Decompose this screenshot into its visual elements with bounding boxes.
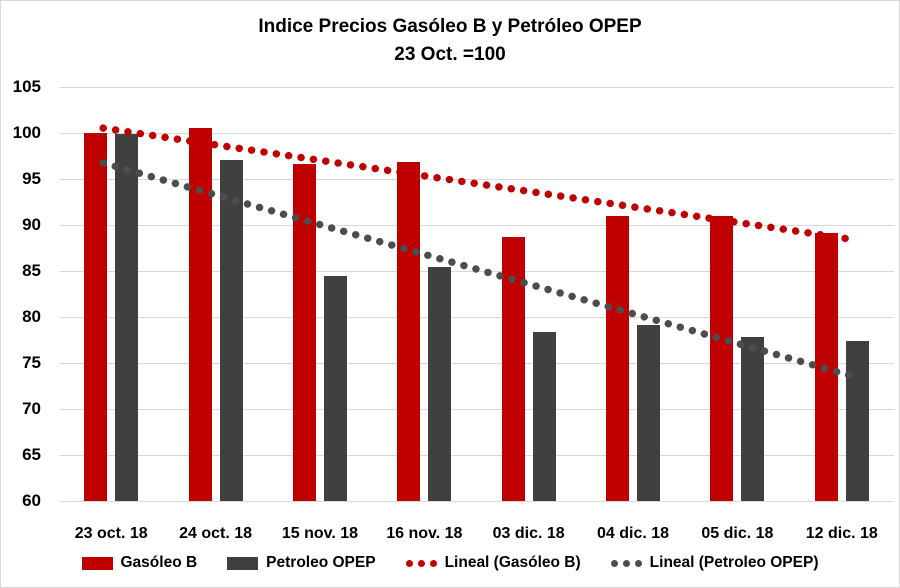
legend-dots-swatch-icon xyxy=(610,559,642,567)
legend-label: Gasóleo B xyxy=(120,554,198,571)
legend-label: Lineal (Petroleo OPEP) xyxy=(649,554,819,571)
y-tick-label: 105 xyxy=(12,77,41,96)
trendline-lineal-gasoleo-b xyxy=(99,124,854,243)
y-tick-label: 80 xyxy=(22,307,41,326)
chart-title: Indice Precios Gasóleo B y Petróleo OPEP xyxy=(258,16,642,37)
bar-petroleo-opep-12-dic-18 xyxy=(845,340,869,501)
x-tick-label: 15 nov. 18 xyxy=(281,525,359,542)
x-tick-label: 03 dic. 18 xyxy=(492,525,565,542)
legend-item-gasoleo-b: Gasóleo B xyxy=(81,552,198,574)
bar-petroleo-opep-04-dic-18 xyxy=(637,325,661,501)
x-tick-label: 04 dic. 18 xyxy=(597,525,670,542)
bar-petroleo-opep-16-nov-18 xyxy=(428,267,452,501)
y-tick-label: 70 xyxy=(22,399,41,418)
y-axis: 105 100 95 90 85 80 75 70 65 60 xyxy=(1,77,49,510)
gridline xyxy=(59,455,894,456)
bar-gasoleo-b-23-oct-18 xyxy=(84,133,108,501)
y-tick-label: 60 xyxy=(22,491,41,510)
bar-petroleo-opep-15-nov-18 xyxy=(323,275,347,501)
bar-gasoleo-b-04-dic-18 xyxy=(606,215,630,501)
legend-label: Lineal (Gasóleo B) xyxy=(444,554,581,571)
gridline xyxy=(59,133,894,134)
legend-label: Petroleo OPEP xyxy=(266,554,376,571)
legend-dots-swatch-icon xyxy=(405,559,437,567)
legend-item-lineal-gasoleo-b: Lineal (Gasóleo B) xyxy=(405,552,581,574)
legend-item-lineal-petroleo-opep: Lineal (Petroleo OPEP) xyxy=(610,552,819,574)
bar-gasoleo-b-03-dic-18 xyxy=(501,236,525,501)
legend-item-petroleo-opep: Petroleo OPEP xyxy=(227,552,376,574)
y-tick-label: 100 xyxy=(12,123,41,142)
plot-area xyxy=(59,87,894,502)
x-axis: 23 oct. 18 24 oct. 18 15 nov. 18 16 nov. 18… xyxy=(59,521,894,547)
x-tick-label: 24 oct. 18 xyxy=(179,525,253,542)
x-tick-label: 16 nov. 18 xyxy=(386,525,463,542)
y-tick-label: 95 xyxy=(22,169,41,188)
y-tick-label: 90 xyxy=(22,215,41,234)
bar-gasoleo-b-05-dic-18 xyxy=(710,215,734,501)
legend-bar-swatch-icon xyxy=(81,556,113,570)
gridline xyxy=(59,501,894,502)
y-tick-label: 75 xyxy=(22,353,41,372)
gridline xyxy=(59,87,894,88)
legend-bar-swatch-icon xyxy=(227,556,259,570)
x-tick-label: 23 oct. 18 xyxy=(74,525,148,542)
bar-petroleo-opep-23-oct-18 xyxy=(115,133,139,501)
trendline-lineal-petroleo-opep xyxy=(99,159,854,380)
x-tick-label: 05 dic. 18 xyxy=(701,525,774,542)
gridline xyxy=(59,363,894,364)
legend: Gasóleo B Petroleo OPEP Lineal (Gasóleo B)… xyxy=(1,552,899,574)
y-tick-label: 85 xyxy=(22,261,41,280)
bar-petroleo-opep-24-oct-18 xyxy=(219,159,243,501)
y-tick-label: 65 xyxy=(22,445,41,464)
gridline xyxy=(59,179,894,180)
bar-gasoleo-b-15-nov-18 xyxy=(292,164,316,501)
bar-gasoleo-b-24-oct-18 xyxy=(188,128,212,501)
bar-petroleo-opep-05-dic-18 xyxy=(741,337,765,501)
gridline xyxy=(59,317,894,318)
x-tick-label: 12 dic. 18 xyxy=(805,525,878,542)
bar-petroleo-opep-03-dic-18 xyxy=(532,331,556,501)
gridline xyxy=(59,225,894,226)
chart-title-block: Indice Precios Gasóleo B y Petróleo OPEP… xyxy=(1,13,899,68)
gridline xyxy=(59,409,894,410)
chart-subtitle: 23 Oct. =100 xyxy=(394,43,506,65)
